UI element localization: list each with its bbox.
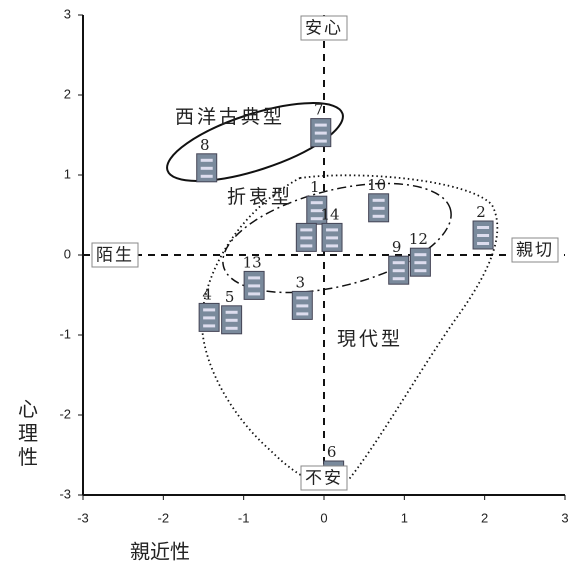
thumbnail-window — [296, 312, 308, 315]
thumbnail-window — [300, 228, 312, 231]
thumbnail-window — [477, 242, 489, 245]
thumbnail-window — [226, 327, 238, 330]
thumbnail-window — [300, 236, 312, 239]
chart: -3-2-10123-3-2-10123親近性心理性78110142129133… — [0, 0, 569, 573]
thumbnail-window — [326, 236, 338, 239]
point-label: 10 — [367, 176, 386, 194]
thumbnail-window — [300, 244, 312, 247]
point-label: 2 — [476, 203, 486, 221]
quadrant-label: 不安 — [305, 469, 343, 489]
y-axis-label: 心理性 — [18, 397, 38, 469]
x-tick-label: 3 — [561, 510, 568, 525]
thumbnail-window — [201, 175, 213, 178]
thumbnail-window — [296, 304, 308, 307]
thumbnail-window — [393, 269, 405, 272]
thumbnail-window — [226, 311, 238, 314]
y-tick-label: 1 — [64, 166, 71, 181]
quadrant-label: 安心 — [305, 19, 343, 39]
thumbnail-window — [201, 159, 213, 162]
point-label: 7 — [314, 101, 324, 119]
point-label: 12 — [409, 230, 428, 248]
point-label: 4 — [202, 285, 212, 303]
y-tick-label: -2 — [59, 406, 71, 421]
x-axis-label: 親近性 — [130, 540, 190, 564]
y-tick-label: 3 — [64, 6, 71, 21]
cluster-label: 現代型 — [337, 328, 403, 350]
thumbnail-window — [248, 284, 260, 287]
point-label: 1 — [310, 178, 320, 196]
point-label: 9 — [392, 238, 402, 256]
point-label: 6 — [327, 443, 337, 461]
thumbnail-window — [373, 207, 385, 210]
point-label: 5 — [225, 288, 235, 306]
thumbnail-window — [203, 316, 215, 319]
thumbnail-window — [201, 167, 213, 170]
y-tick-label: -3 — [59, 486, 71, 501]
thumbnail-window — [248, 276, 260, 279]
y-tick-label: 2 — [64, 86, 71, 101]
x-tick-label: -2 — [158, 510, 170, 525]
thumbnail-window — [311, 201, 323, 204]
x-tick-label: 2 — [481, 510, 488, 525]
thumbnail-window — [393, 261, 405, 264]
x-tick-label: 0 — [320, 510, 327, 525]
x-tick-label: -3 — [77, 510, 89, 525]
thumbnail-window — [373, 215, 385, 218]
thumbnail-window — [315, 132, 327, 135]
point-label: 3 — [296, 273, 306, 291]
thumbnail-window — [326, 228, 338, 231]
thumbnail-window — [248, 292, 260, 295]
thumbnail-window — [373, 199, 385, 202]
thumbnail-window — [315, 140, 327, 143]
cluster-label: 西洋古典型 — [175, 106, 285, 128]
thumbnail-window — [203, 308, 215, 311]
x-tick-label: 1 — [401, 510, 408, 525]
thumbnail-window — [226, 319, 238, 322]
thumbnail-window — [203, 324, 215, 327]
thumbnail-window — [477, 226, 489, 229]
point-label: 8 — [200, 136, 210, 154]
thumbnail-window — [326, 244, 338, 247]
point-label: 13 — [243, 253, 262, 271]
thumbnail-window — [414, 253, 426, 256]
y-tick-label: -1 — [59, 326, 71, 341]
y-tick-label: 0 — [64, 246, 71, 261]
thumbnail-window — [477, 234, 489, 237]
thumbnail-window — [414, 261, 426, 264]
thumbnail-window — [414, 269, 426, 272]
quadrant-label: 親切 — [516, 241, 554, 261]
cluster-label: 折衷型 — [227, 186, 293, 208]
thumbnail-window — [296, 296, 308, 299]
x-tick-label: -1 — [238, 510, 250, 525]
thumbnail-window — [315, 124, 327, 127]
point-label: 14 — [320, 205, 339, 223]
thumbnail-window — [393, 277, 405, 280]
quadrant-label: 陌生 — [96, 246, 134, 266]
